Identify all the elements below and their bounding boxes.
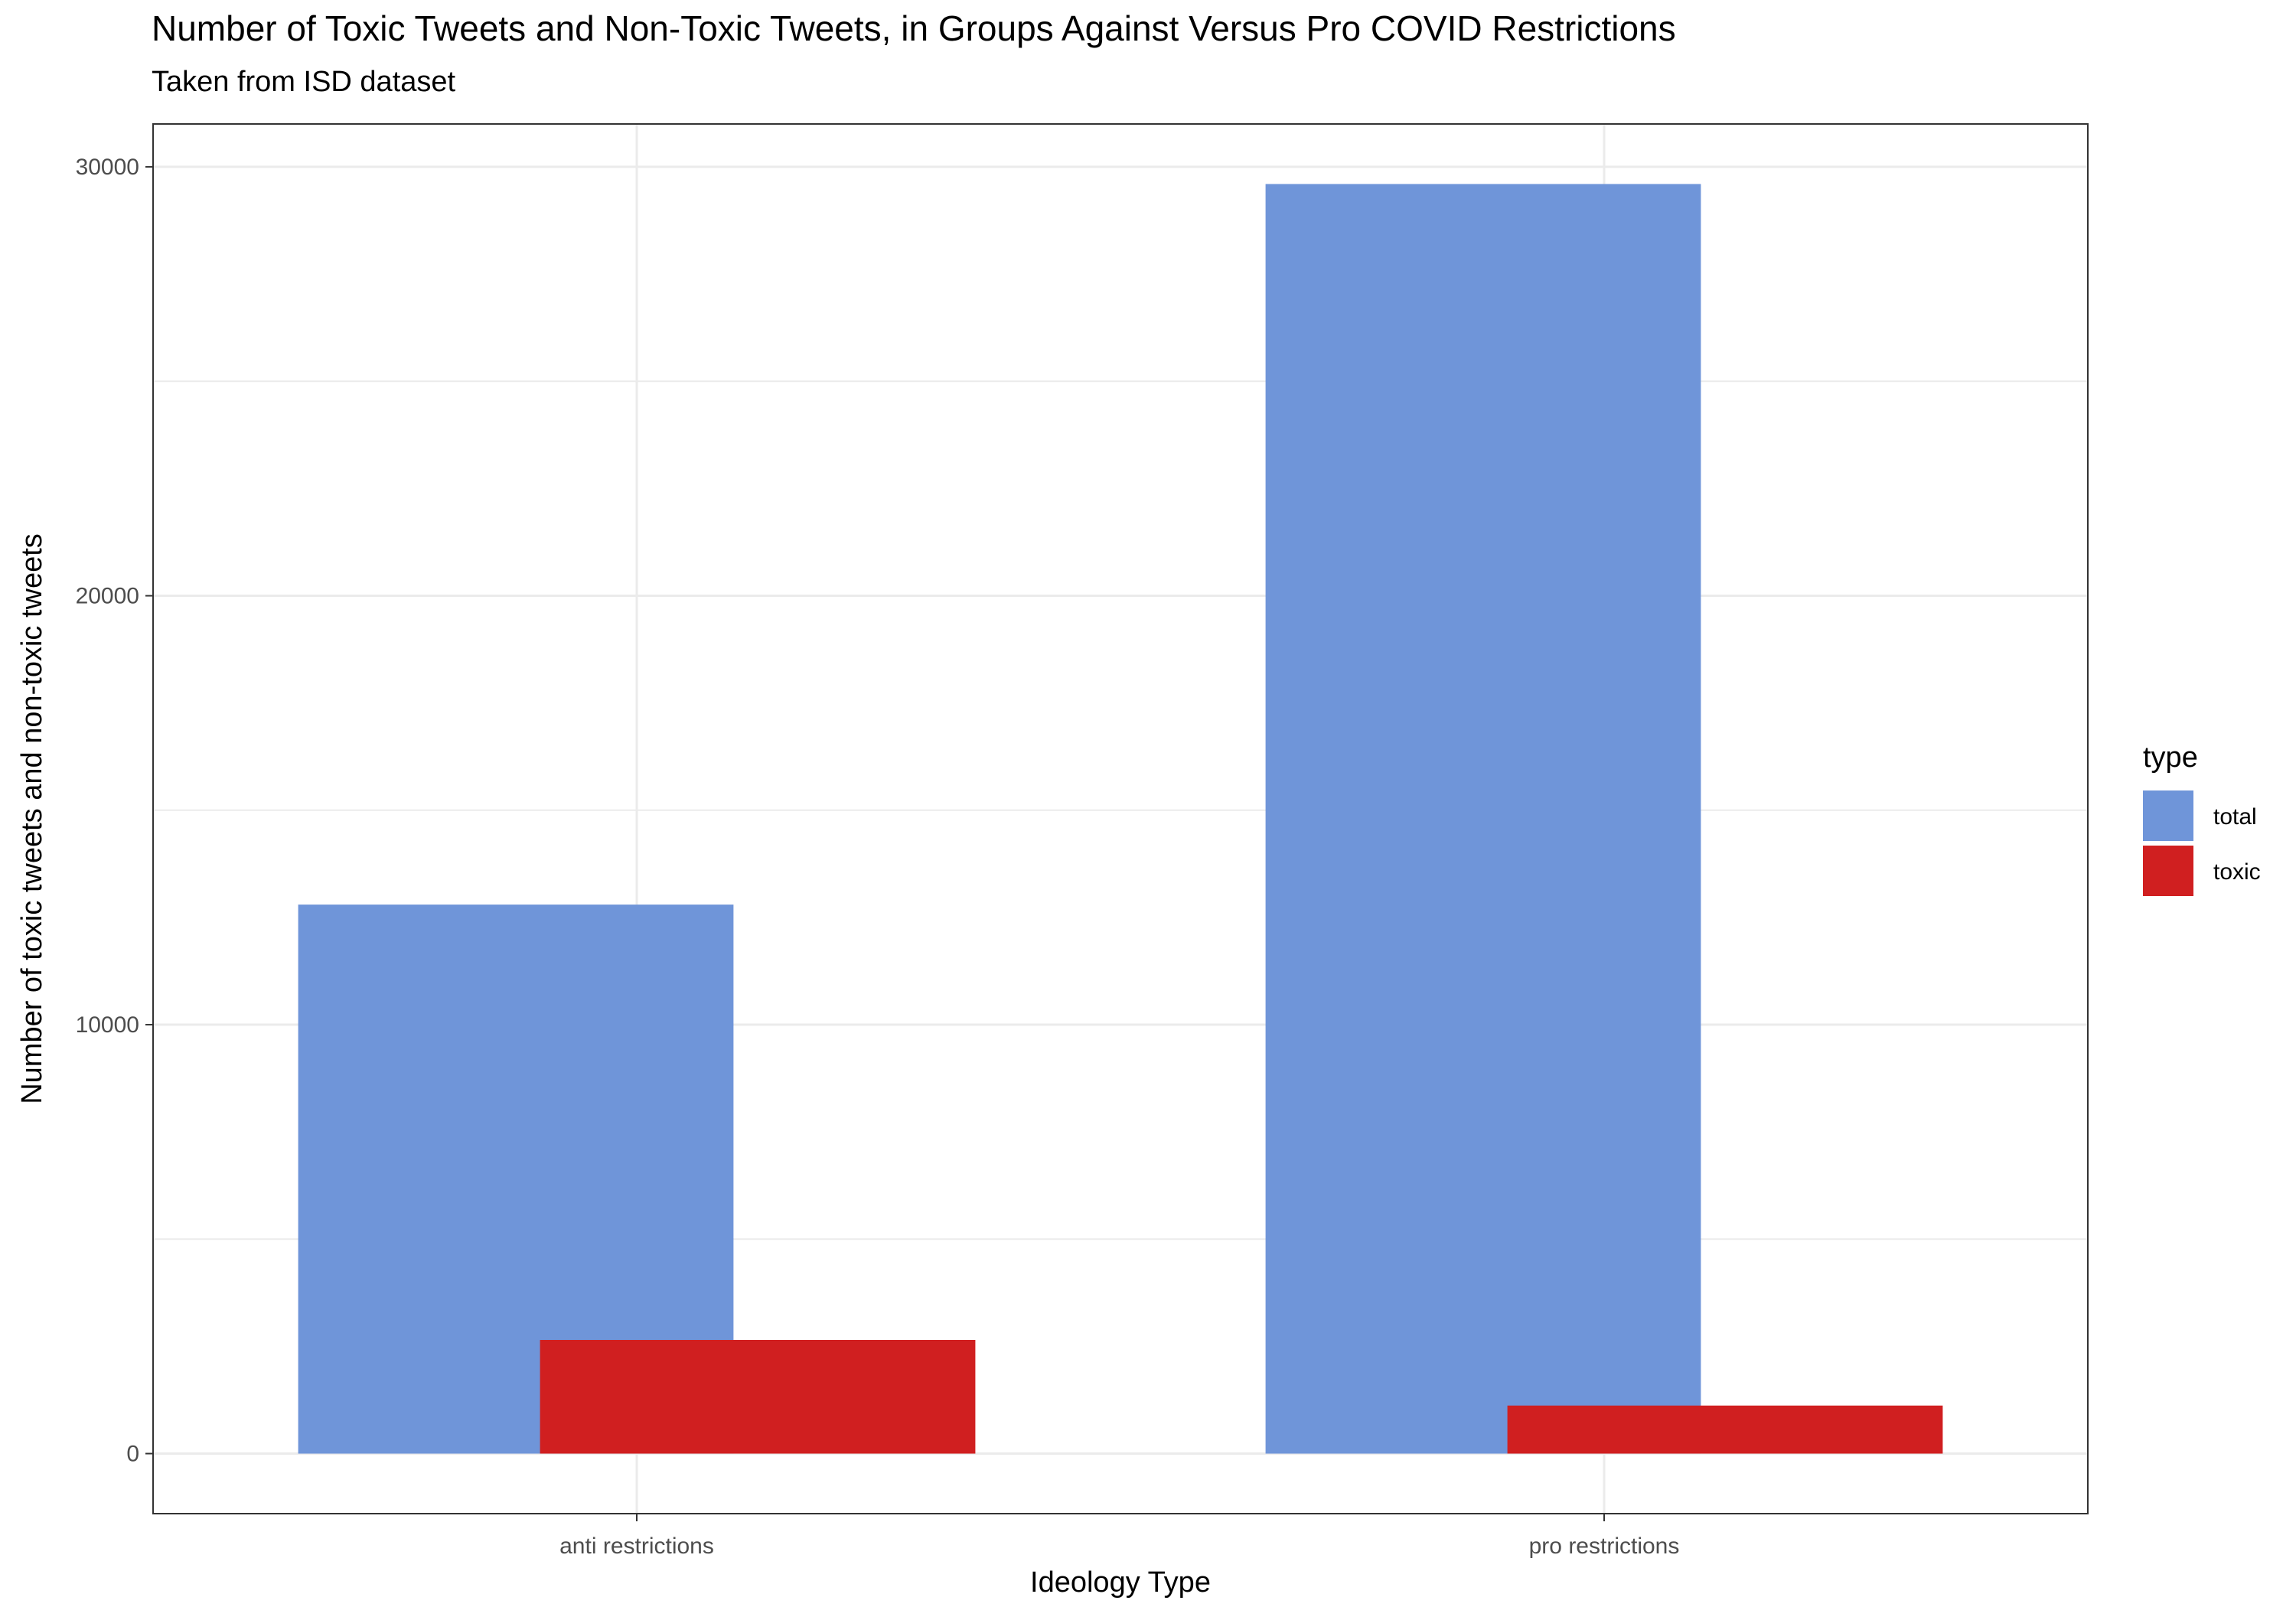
- legend-title: type: [2143, 742, 2198, 774]
- axes: 0 10000 20000 30000 anti restrictions pro res…: [76, 155, 1680, 1559]
- bar-total-pro-restrictions: [1265, 184, 1701, 1454]
- y-tick-label: 20000: [76, 584, 139, 609]
- x-axis-title: Ideology Type: [1030, 1566, 1211, 1599]
- legend: type total toxic: [2143, 742, 2261, 896]
- legend-key-toxic: [2143, 846, 2193, 896]
- y-tick-label: 30000: [76, 155, 139, 180]
- y-tick-label: 10000: [76, 1012, 139, 1038]
- legend-label-total: total: [2213, 804, 2257, 830]
- chart-title: Number of Toxic Tweets and Non-Toxic Twe…: [152, 8, 1676, 48]
- y-axis-title: Number of toxic tweets and non-toxic twe…: [16, 533, 48, 1104]
- legend-label-toxic: toxic: [2213, 859, 2261, 885]
- x-tick-label: pro restrictions: [1529, 1534, 1680, 1559]
- bar-toxic-anti-restrictions: [540, 1340, 976, 1454]
- y-tick-label: 0: [126, 1442, 139, 1467]
- bars: [298, 184, 1943, 1454]
- chart-subtitle: Taken from ISD dataset: [152, 66, 456, 98]
- bar-toxic-pro-restrictions: [1507, 1405, 1943, 1454]
- x-tick-label: anti restrictions: [559, 1534, 714, 1559]
- plot-panel-border: [152, 123, 2089, 1514]
- legend-key-total: [2143, 790, 2193, 841]
